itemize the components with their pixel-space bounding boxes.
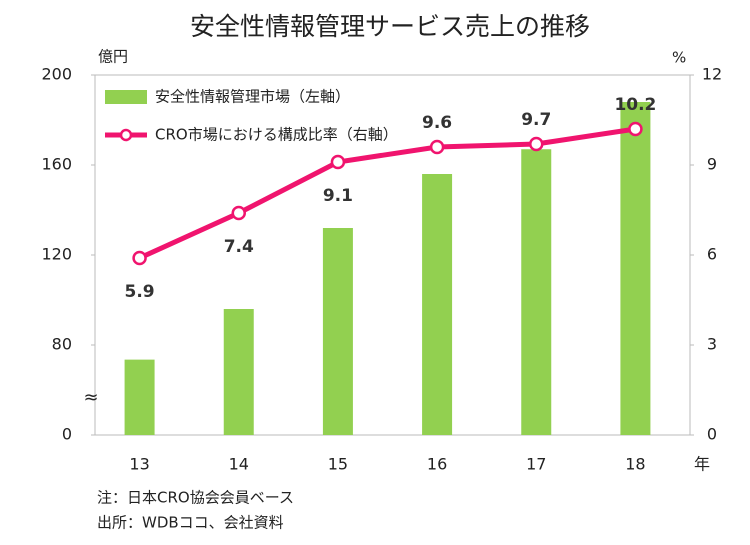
legend-label: CRO市場における構成比率（右軸） (155, 126, 398, 144)
marker (429, 139, 445, 155)
y2-tick-label: 9 (707, 155, 717, 174)
x-tick-label: 18 (625, 455, 645, 474)
chart-title: 安全性情報管理サービス売上の推移 (190, 12, 590, 41)
marker (231, 205, 246, 221)
x-tick-label: 16 (427, 455, 447, 474)
x-axis-label: 年 (694, 455, 710, 474)
bar (422, 174, 453, 435)
x-tick-label: 13 (129, 455, 149, 474)
y2-tick-label: 6 (707, 245, 717, 264)
y-tick-label: 120 (41, 245, 72, 264)
marker (529, 136, 544, 152)
axis-break: ≈ (83, 387, 98, 408)
y2-tick-label: 3 (707, 335, 717, 354)
line (138, 126, 636, 261)
x-tick-label: 15 (328, 455, 348, 474)
bar (124, 359, 155, 435)
y2-tick-label: 0 (707, 425, 717, 444)
x-tick-label: 17 (526, 455, 546, 474)
x-tick-label: 14 (229, 455, 249, 474)
bar (620, 102, 651, 435)
marker (330, 154, 346, 170)
y-tick-label: 200 (41, 65, 72, 84)
data-label: 5.9 (125, 282, 155, 302)
data-label: 7.4 (224, 237, 254, 257)
legend-swatch (105, 90, 147, 104)
y-tick-label: 80 (52, 335, 72, 354)
y-tick-label: 160 (41, 155, 72, 174)
y2-tick-label: 12 (702, 65, 722, 84)
marker (628, 121, 643, 137)
bar (223, 309, 254, 435)
marker (132, 250, 147, 266)
legend-swatch (119, 128, 133, 142)
data-label: 9.7 (521, 110, 551, 130)
y-tick-label: 0 (62, 425, 72, 444)
y-axis-label: 億円 (98, 48, 128, 66)
note: 注：日本CRO協会会員ベース (97, 489, 294, 507)
bar (521, 149, 552, 435)
y2-axis-label: % (672, 49, 686, 67)
data-label: 9.6 (422, 113, 452, 133)
data-label: 10.2 (614, 95, 656, 115)
data-label: 9.1 (323, 186, 353, 206)
note: 出所：WDBココ、会社資料 (97, 514, 284, 532)
legend-label: 安全性情報管理市場（左軸） (155, 88, 350, 106)
bar (322, 228, 353, 435)
